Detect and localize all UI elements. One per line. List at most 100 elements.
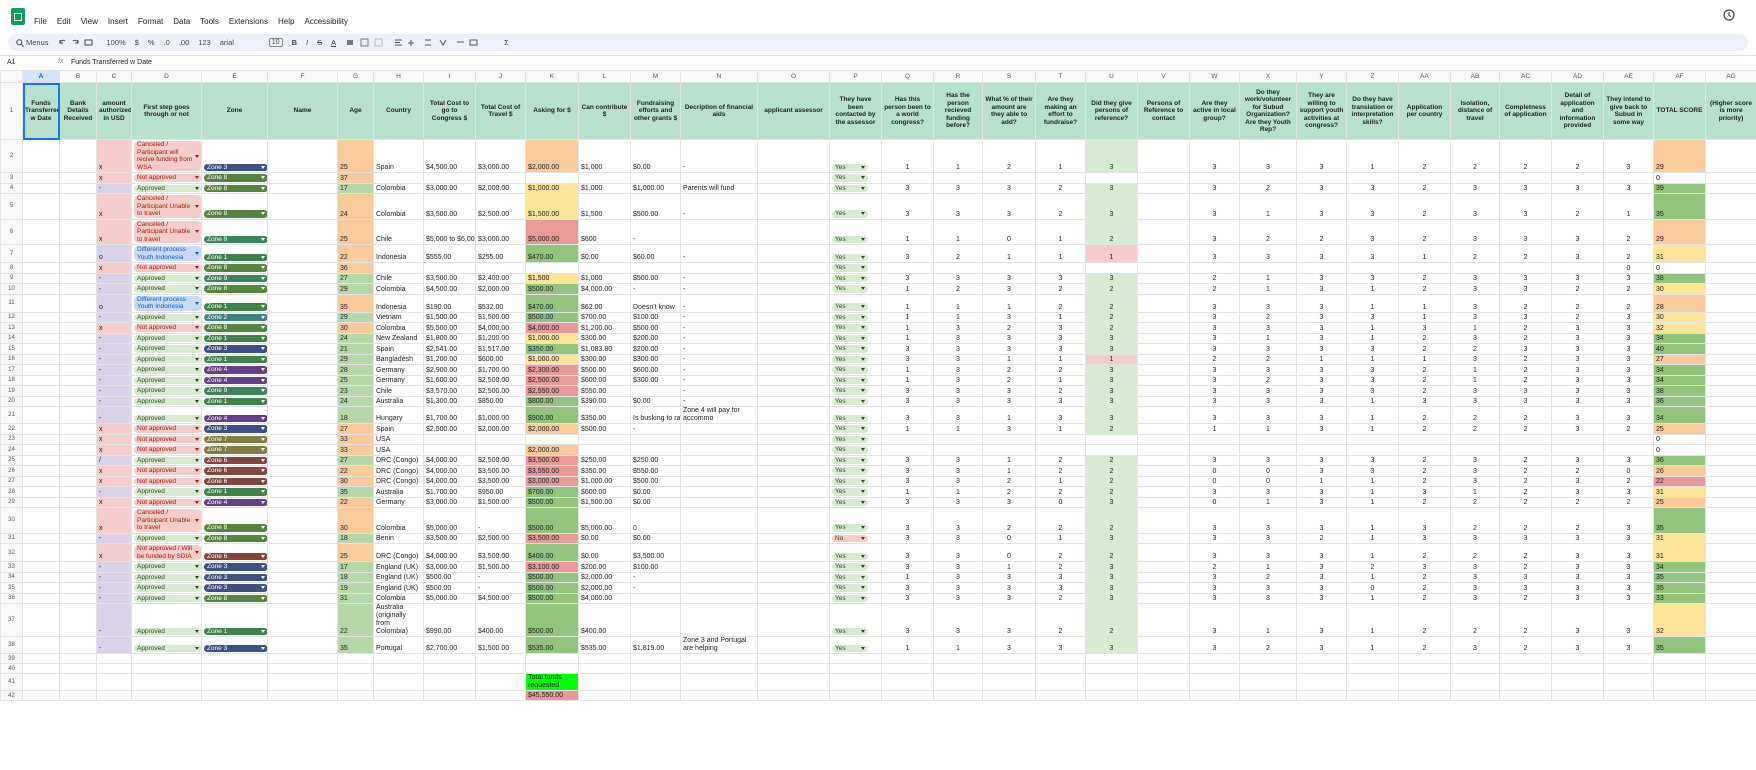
row-number[interactable]: 17 <box>0 364 23 376</box>
cell[interactable]: Yes <box>829 172 882 184</box>
cell[interactable] <box>22 322 60 334</box>
cell[interactable]: 3 <box>1296 636 1347 654</box>
cell[interactable] <box>1035 653 1086 664</box>
cell[interactable]: $500.00 <box>525 603 579 637</box>
cell[interactable]: $2,000.00 <box>578 582 631 594</box>
cell[interactable] <box>22 486 60 498</box>
cell[interactable]: 2 <box>1035 507 1086 534</box>
answer-chip[interactable]: Yes <box>832 313 868 321</box>
cell[interactable]: 1 <box>1296 353 1347 365</box>
cell[interactable]: $3,500.00 <box>423 193 476 220</box>
cell[interactable]: Not approved <box>131 262 202 274</box>
cell[interactable]: 1 <box>1398 311 1451 323</box>
cell[interactable] <box>1705 465 1756 477</box>
zone-chip[interactable]: Zone 9 <box>204 235 267 243</box>
cell[interactable]: 1 <box>1346 322 1399 334</box>
zone-chip[interactable]: Zone 3 <box>204 345 267 353</box>
cell[interactable]: 2 <box>1239 218 1297 245</box>
cell[interactable]: Not approved <box>131 423 202 435</box>
cell[interactable]: 3 <box>1499 395 1552 407</box>
cell[interactable]: 2 <box>1085 603 1138 637</box>
cell[interactable] <box>96 663 132 674</box>
cell[interactable]: Zone 4 <box>201 496 268 508</box>
cell[interactable]: 3 <box>1398 322 1451 334</box>
cell[interactable]: - <box>96 311 132 323</box>
cell[interactable]: Approved <box>131 582 202 594</box>
cell[interactable]: $200.00 <box>630 343 681 355</box>
cell[interactable]: $1,200.00 <box>578 322 631 334</box>
cell[interactable]: 3 <box>1035 571 1086 583</box>
cell[interactable]: No <box>829 532 882 544</box>
zone-chip[interactable]: Zone 8 <box>204 174 267 182</box>
menu-item[interactable]: Insert <box>107 17 128 26</box>
cell[interactable]: 3 <box>1346 343 1399 355</box>
cell[interactable]: $532.00 <box>475 293 526 313</box>
cell[interactable]: $2,500.00 <box>475 454 526 466</box>
cell[interactable]: 3 <box>1551 322 1604 334</box>
cell[interactable]: Indonesia <box>373 293 424 313</box>
cell[interactable]: $2,400.00 <box>475 272 526 284</box>
cell[interactable]: $1,000 <box>578 139 631 173</box>
cell[interactable]: $950.00 <box>475 486 526 498</box>
cell[interactable]: Approved <box>131 272 202 284</box>
cell[interactable]: 1 <box>933 293 983 313</box>
answer-chip[interactable]: Yes <box>832 174 868 182</box>
cell[interactable]: $2,000.00 <box>475 182 526 194</box>
cell[interactable]: x <box>96 496 132 508</box>
answer-chip[interactable]: Yes <box>832 324 868 332</box>
status-chip[interactable]: Not approved <box>134 324 201 332</box>
cell[interactable]: $535.00 <box>578 636 631 654</box>
cell[interactable]: $350.00 <box>578 465 631 477</box>
cell[interactable]: 3 <box>982 385 1036 397</box>
cell[interactable] <box>59 444 97 456</box>
cell[interactable] <box>1705 507 1756 534</box>
cell[interactable]: Yes <box>829 423 882 435</box>
cell[interactable] <box>1085 262 1138 274</box>
cell[interactable]: 18 <box>337 532 374 544</box>
cell[interactable]: $3,500.00 <box>525 532 579 544</box>
cell[interactable]: 2 <box>1450 543 1500 562</box>
cell[interactable]: 1 <box>1346 395 1399 407</box>
cell[interactable]: 2 <box>1398 543 1451 562</box>
cell[interactable]: 2 <box>1551 283 1604 295</box>
cell[interactable]: 3 <box>1189 406 1240 424</box>
cell[interactable]: $4,500.00 <box>423 139 476 173</box>
cell[interactable] <box>201 653 268 664</box>
cell[interactable] <box>59 433 97 445</box>
menu-item[interactable]: Data <box>173 17 191 26</box>
cell[interactable] <box>1239 262 1297 274</box>
cell[interactable]: $300.00 <box>630 353 681 365</box>
cell[interactable]: $500.00 <box>630 475 681 487</box>
cell[interactable]: 3 <box>1239 454 1297 466</box>
cell[interactable]: $200.00 <box>578 561 631 573</box>
format-currency[interactable]: $ <box>134 38 139 47</box>
cell[interactable] <box>1189 262 1240 274</box>
cell[interactable] <box>933 433 983 445</box>
cell[interactable]: 3 <box>1189 193 1240 220</box>
cell[interactable]: 1 <box>982 465 1036 477</box>
cell[interactable]: 3 <box>982 395 1036 407</box>
cell[interactable]: x <box>96 433 132 445</box>
cell[interactable] <box>96 673 132 691</box>
cell[interactable] <box>1296 663 1347 674</box>
cell[interactable] <box>22 193 60 220</box>
cell[interactable] <box>1137 172 1190 184</box>
cell[interactable] <box>267 532 338 544</box>
column-letter[interactable]: Z <box>1346 70 1399 83</box>
cell[interactable] <box>1705 653 1756 664</box>
cell[interactable]: 2 <box>1551 507 1604 534</box>
cell[interactable]: - <box>680 244 758 263</box>
header-cell[interactable]: Can contribute $ <box>578 82 631 140</box>
cell[interactable]: 3 <box>1035 332 1086 344</box>
cell[interactable]: Total funds requested <box>525 673 579 691</box>
status-chip[interactable]: Approved <box>134 627 201 635</box>
cell[interactable] <box>1450 653 1500 664</box>
column-letter[interactable]: L <box>578 70 631 83</box>
cell[interactable] <box>757 172 830 184</box>
cell[interactable]: 24 <box>337 193 374 220</box>
cell[interactable]: $300.00 <box>578 353 631 365</box>
cell[interactable]: 1 <box>1346 603 1399 637</box>
cell[interactable]: 3 <box>1346 454 1399 466</box>
answer-chip[interactable]: Yes <box>832 366 868 374</box>
cell[interactable]: 3 <box>933 496 983 508</box>
